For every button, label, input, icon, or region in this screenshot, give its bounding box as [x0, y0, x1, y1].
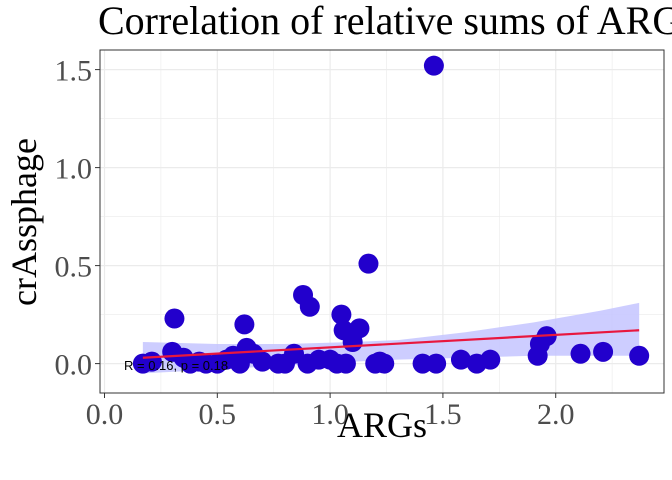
x-tick-label: 0.5	[199, 398, 237, 431]
x-axis-title: ARGs	[337, 405, 427, 445]
chart-title: Correlation of relative sums of ARGs	[98, 0, 672, 43]
fit-line	[142, 329, 640, 359]
y-axis-title: crAssphage	[4, 138, 44, 306]
data-point	[331, 304, 352, 325]
data-point	[335, 353, 356, 374]
data-point	[299, 296, 320, 317]
y-tick-label: 1.5	[55, 55, 93, 88]
regression-line	[142, 329, 640, 359]
panel-border	[99, 49, 665, 394]
data-points	[132, 55, 650, 374]
y-tick-label: 0.0	[55, 349, 93, 382]
data-point	[570, 343, 591, 364]
data-point	[629, 345, 650, 366]
y-tick-label: 0.5	[55, 251, 93, 284]
x-tick-label: 2.0	[537, 398, 575, 431]
x-tick-label: 1.5	[424, 398, 462, 431]
data-point	[426, 353, 447, 374]
x-tick-label: 1.0	[311, 398, 349, 431]
data-point	[164, 308, 185, 329]
y-axis: 0.0 0.5 1.0 1.5	[55, 55, 100, 382]
data-point	[480, 349, 501, 370]
data-point	[450, 349, 471, 370]
data-point	[358, 253, 379, 274]
data-point	[374, 353, 395, 374]
x-axis: 0.0 0.5 1.0 1.5 2.0	[86, 393, 575, 431]
data-point	[234, 314, 255, 335]
correlation-annotation: R = 0.16, p = 0.18	[124, 358, 228, 373]
data-point	[252, 351, 273, 372]
x-tick-label: 0.0	[86, 398, 124, 431]
data-point	[593, 341, 614, 362]
data-point	[423, 55, 444, 76]
data-point	[349, 318, 370, 339]
y-tick-label: 1.0	[55, 153, 93, 186]
